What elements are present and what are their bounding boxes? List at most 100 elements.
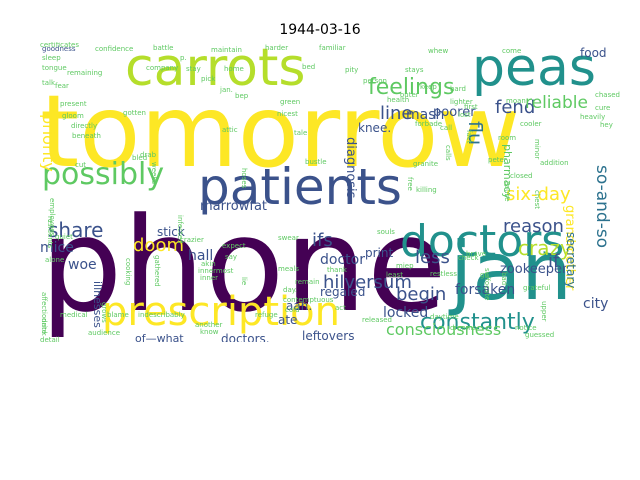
word-mice: mice: [40, 240, 74, 256]
word-patients: patients: [198, 158, 402, 216]
word-goodness: goodness: [42, 45, 76, 53]
word-thank: thank: [327, 266, 347, 274]
word-attic: attic: [222, 126, 238, 134]
word-grandmother: grandmother: [562, 205, 577, 291]
word-bad: bad: [500, 272, 508, 286]
word-hilversum: hilversum: [323, 272, 412, 293]
word-person: person: [363, 77, 387, 85]
word-guessed: guessed: [525, 331, 555, 339]
word-pharmacy: pharmacy: [501, 144, 514, 200]
word-remain: remain: [295, 278, 320, 286]
word-reason: reason: [503, 216, 564, 237]
word-phone: phone: [40, 189, 447, 341]
word-jan: jan.: [220, 86, 233, 94]
word-cause: cause: [503, 181, 511, 202]
word-prescription: prescription: [102, 289, 340, 335]
word-cooler: cooler: [520, 120, 542, 128]
word-stay: stay: [186, 65, 201, 73]
word-mash: mash: [406, 107, 445, 123]
word-closed: closed: [510, 172, 533, 180]
word-city: city: [583, 296, 609, 312]
word-go: go: [480, 271, 489, 279]
word-beneath: beneath: [72, 132, 101, 140]
word-akin: akin: [201, 260, 216, 268]
word-outer: outer: [400, 91, 419, 99]
word-weeks: weeks: [150, 162, 158, 185]
word-cold: cold: [285, 306, 300, 314]
word-say: say: [225, 253, 238, 261]
word-whew: whew: [428, 47, 449, 55]
word-doom: doom: [133, 235, 184, 256]
word-hard: hard: [450, 85, 466, 93]
word-addition: addition: [540, 159, 569, 167]
word-expect: expect: [222, 242, 246, 250]
word-illnesses: illnesses: [91, 281, 104, 328]
word-reliable: reliable: [525, 93, 588, 113]
word-green: green: [280, 98, 301, 106]
word-fact: fact: [465, 130, 473, 144]
word-cure: cure: [595, 104, 611, 112]
word-minor: minor: [533, 139, 541, 160]
word-stick: stick: [157, 225, 185, 239]
word-home: home: [224, 65, 244, 73]
word-swear: swear: [278, 234, 299, 242]
word-bed: bed: [302, 63, 316, 71]
word-cooking: cooking: [124, 258, 132, 286]
word-detail: detail: [40, 336, 60, 343]
word-maintain: maintain: [211, 46, 242, 54]
word-pity: pity: [345, 66, 359, 74]
word-food: food: [580, 46, 607, 60]
word-if: if: [548, 251, 560, 272]
word-hall: hall: [188, 248, 214, 264]
word-crazy: crazy: [518, 236, 572, 260]
word-check: check: [458, 254, 479, 262]
word-chest: chest: [533, 190, 541, 209]
word-employees: employees: [48, 198, 56, 237]
word-ifs: ifs: [312, 230, 333, 251]
word-calls: calls: [444, 145, 452, 161]
word-locked: locked: [383, 305, 429, 321]
word-lost: lost: [458, 111, 471, 119]
word-act: act: [335, 304, 346, 312]
word-pick: pick: [201, 75, 216, 83]
word-bled: bled: [132, 154, 148, 162]
word-come: come: [502, 47, 522, 55]
word-certificates: certificates: [40, 42, 79, 49]
word-woe: woe: [68, 257, 97, 273]
word-least: least: [386, 271, 403, 279]
word-brave: brave: [466, 250, 487, 258]
word-day: day.: [283, 286, 298, 294]
word-directly: directly: [71, 122, 98, 130]
word-another: another: [195, 321, 223, 329]
word-alone: alone: [45, 256, 65, 264]
word-quiet: quiet: [55, 233, 73, 241]
word-know: know: [200, 328, 219, 336]
word-room: room: [498, 134, 517, 142]
word-hey: hey: [600, 121, 613, 129]
word-marrowfat: marrowfat: [200, 199, 268, 214]
word-dreams: dreams: [450, 324, 477, 332]
word-blame: blame: [107, 311, 129, 319]
word-nicest: nicest: [277, 110, 298, 118]
word-call: call: [440, 124, 453, 132]
word-peter: peter: [488, 156, 507, 164]
word-consciousness: consciousness: [386, 320, 502, 339]
word-doctors: doctors.: [221, 332, 270, 342]
word-present: present: [60, 100, 87, 108]
word-fend: fend: [495, 97, 536, 118]
word-audience: audience: [88, 329, 121, 337]
word-hoses: hoses: [240, 168, 248, 189]
word-forbade: forbade: [415, 120, 443, 128]
word-peas: peas: [472, 42, 596, 98]
word-lighter: lighter: [450, 98, 473, 106]
word-knee: knee.: [358, 121, 392, 135]
word-battle: battle: [153, 44, 174, 52]
word-tale: tale: [294, 129, 308, 137]
word-gloom: gloom: [62, 112, 84, 120]
word-company: company: [146, 64, 179, 72]
word-suffocate: suffocate: [483, 268, 491, 301]
word-drink: drink: [40, 318, 48, 336]
word-upper: upper: [540, 301, 548, 322]
word-so-and-so: so-and-so: [592, 165, 612, 249]
word-six-day: six-day: [506, 184, 571, 205]
